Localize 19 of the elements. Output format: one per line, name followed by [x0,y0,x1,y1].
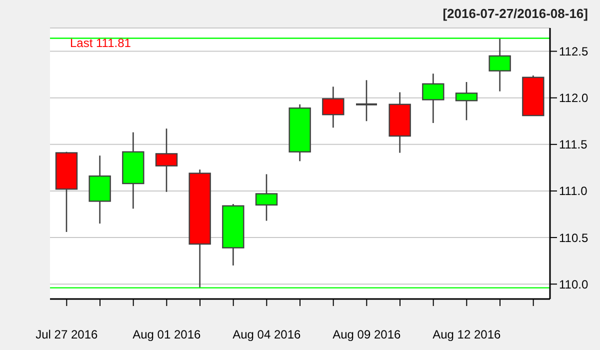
candlestick [155,128,178,193]
candlestick [255,174,278,222]
candlestick [455,81,478,121]
x-tick-label: Jul 27 2016 [36,328,98,342]
x-tick-label: Aug 04 2016 [232,328,302,342]
y-tick-label: 111.5 [559,138,588,152]
chart-subtitle: [2016-07-27/2016-08-16] [442,6,588,21]
x-tick-label: Aug 01 2016 [132,328,202,342]
candlestick [322,86,344,128]
x-tick-label: Aug 09 2016 [332,328,402,342]
annotation: Last 111.81 [70,36,131,50]
y-tick-label: 111.0 [559,184,588,198]
y-tick-label: 112.5 [559,44,588,59]
y-tick-label: 110.0 [559,277,588,292]
candlestick [422,72,444,124]
y-tick-label: 112.0 [559,91,588,106]
y-tick-label: 110.5 [559,230,588,245]
candlestick [355,80,378,122]
x-tick-label: Aug 12 2016 [432,328,502,342]
